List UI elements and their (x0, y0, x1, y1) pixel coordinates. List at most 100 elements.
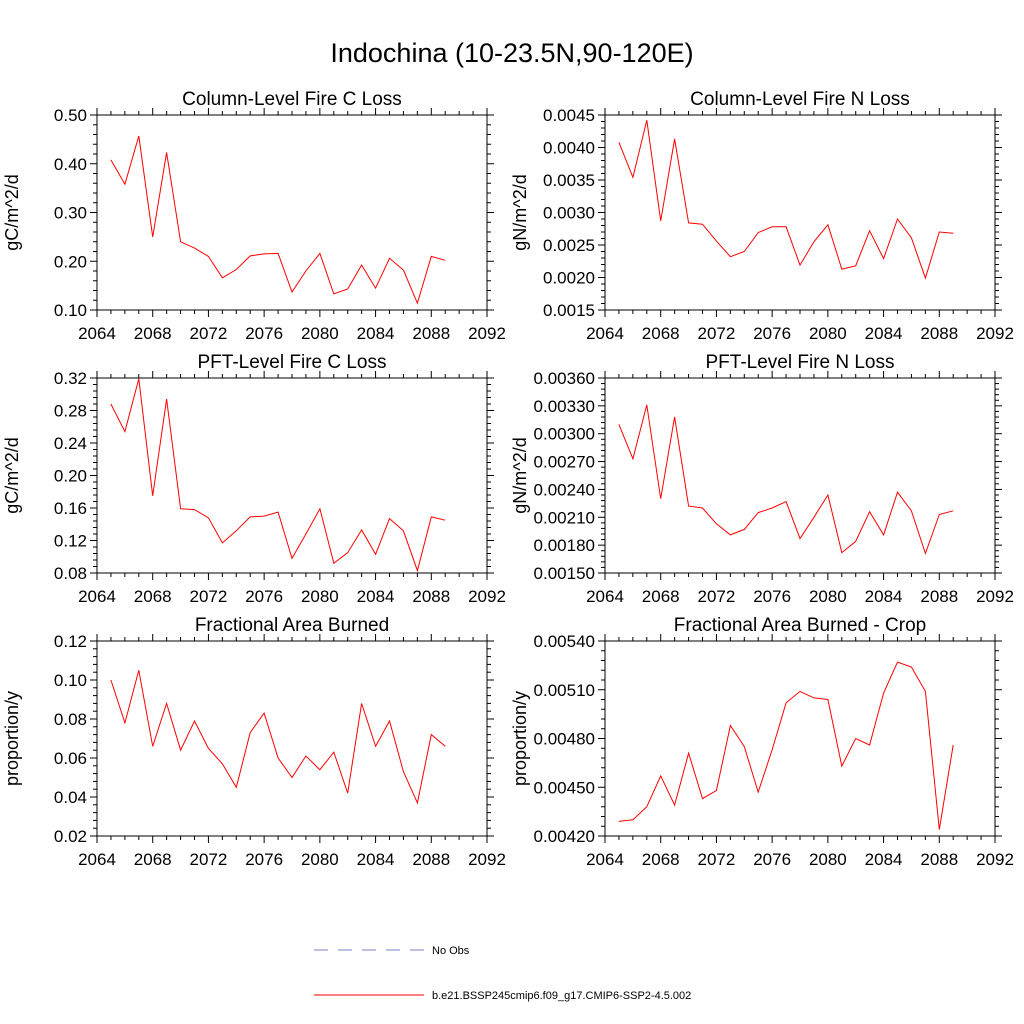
y-tick-label: 0.04 (54, 788, 87, 807)
x-tick-label: 2088 (412, 850, 450, 869)
y-tick-label: 0.0015 (543, 301, 595, 320)
legend-label-no-obs: No Obs (432, 945, 470, 957)
x-tick-label: 2064 (586, 850, 624, 869)
x-tick-label: 2064 (78, 324, 116, 343)
x-tick-label: 2068 (134, 587, 172, 606)
y-axis-label: gN/m^2/d (510, 437, 530, 513)
plot-frame (604, 640, 996, 837)
x-tick-label: 2084 (357, 324, 395, 343)
x-tick-label: 2088 (412, 587, 450, 606)
x-tick-label: 2072 (190, 850, 228, 869)
y-tick-label: 0.50 (54, 106, 87, 125)
y-axis-label: proportion/y (510, 691, 530, 786)
y-tick-label: 0.30 (54, 204, 87, 223)
panel-3: PFT-Level Fire C Loss gC/m^2/d 2064 2068 207… (2, 352, 506, 606)
y-tick-label: 0.00300 (534, 425, 595, 444)
y-tick-label: 0.0040 (543, 139, 595, 158)
y-tick-label: 0.0020 (543, 269, 595, 288)
x-tick-label: 2080 (809, 850, 847, 869)
panel-title: Column-Level Fire C Loss (182, 89, 402, 110)
x-tick-label: 2088 (412, 324, 450, 343)
y-tick-label: 0.10 (54, 301, 87, 320)
x-tick-label: 2076 (245, 587, 283, 606)
y-axis-label: gC/m^2/d (2, 174, 22, 250)
series-line-1 (618, 120, 954, 280)
y-tick-label: 0.16 (54, 499, 87, 518)
y-tick-label: 0.00480 (534, 730, 595, 749)
y-tick-label: 0.00450 (534, 778, 595, 797)
plot-frame (604, 377, 996, 574)
x-tick-label: 2064 (586, 587, 624, 606)
y-tick-label: 0.00510 (534, 681, 595, 700)
x-tick-label: 2064 (78, 587, 116, 606)
y-tick-label: 0.00180 (534, 536, 595, 555)
y-tick-label: 0.0025 (543, 236, 595, 255)
x-tick-label: 2080 (809, 324, 847, 343)
y-axis-label: gC/m^2/d (2, 437, 22, 513)
y-tick-label: 0.00540 (534, 632, 595, 651)
x-tick-label: 2092 (976, 850, 1014, 869)
page-title: Indochina (10-23.5N,90-120E) (330, 38, 694, 68)
y-tick-label: 0.20 (54, 467, 87, 486)
x-tick-label: 2088 (920, 587, 958, 606)
x-tick-label: 2076 (245, 324, 283, 343)
series-line-1 (110, 670, 446, 805)
x-tick-label: 2072 (190, 587, 228, 606)
x-tick-label: 2084 (865, 587, 903, 606)
x-tick-label: 2072 (190, 324, 228, 343)
x-tick-label: 2084 (357, 850, 395, 869)
y-tick-label: 0.00420 (534, 827, 595, 846)
y-tick-label: 0.24 (54, 434, 87, 453)
x-tick-label: 2068 (642, 587, 680, 606)
x-tick-label: 2080 (301, 587, 339, 606)
series-line-1 (110, 378, 446, 573)
x-tick-label: 2084 (865, 324, 903, 343)
x-tick-label: 2068 (134, 324, 172, 343)
y-axis-label: gN/m^2/d (510, 174, 530, 250)
plot-frame (604, 114, 996, 311)
x-tick-label: 2076 (753, 587, 791, 606)
x-tick-label: 2080 (301, 324, 339, 343)
y-tick-label: 0.00240 (534, 480, 595, 499)
x-tick-label: 2080 (301, 850, 339, 869)
x-tick-label: 2076 (245, 850, 283, 869)
panel-6: Fractional Area Burned - Crop proportion/… (510, 615, 1014, 869)
x-tick-label: 2092 (468, 850, 506, 869)
legend: No Obs b.e21.BSSP245cmip6.f09_g17.CMIP6-… (314, 945, 691, 1002)
x-tick-label: 2092 (468, 587, 506, 606)
y-tick-label: 0.00330 (534, 397, 595, 416)
x-tick-label: 2080 (809, 587, 847, 606)
x-tick-label: 2088 (920, 324, 958, 343)
x-tick-label: 2064 (586, 324, 624, 343)
x-tick-label: 2068 (134, 850, 172, 869)
y-tick-label: 0.08 (54, 710, 87, 729)
panel-title: Column-Level Fire N Loss (690, 89, 910, 110)
panel-title: PFT-Level Fire C Loss (198, 352, 387, 373)
x-tick-label: 2092 (976, 587, 1014, 606)
plot-frame (96, 114, 488, 311)
x-tick-label: 2072 (698, 324, 736, 343)
x-tick-label: 2088 (920, 850, 958, 869)
x-tick-label: 2084 (357, 587, 395, 606)
x-tick-label: 2092 (468, 324, 506, 343)
panel-4: PFT-Level Fire N Loss gN/m^2/d 2064 2068 207… (510, 352, 1014, 606)
panel-2: Column-Level Fire N Loss gN/m^2/d 2064 2068… (510, 89, 1014, 343)
y-tick-label: 0.00270 (534, 453, 595, 472)
series-line-1 (110, 135, 446, 305)
x-tick-label: 2076 (753, 324, 791, 343)
x-tick-label: 2084 (865, 850, 903, 869)
y-tick-label: 0.12 (54, 532, 87, 551)
panel-5: Fractional Area Burned proportion/y 2064 20… (2, 615, 506, 869)
y-tick-label: 0.12 (54, 632, 87, 651)
x-tick-label: 2068 (642, 850, 680, 869)
y-tick-label: 0.00150 (534, 564, 595, 583)
y-tick-label: 0.02 (54, 827, 87, 846)
x-tick-label: 2068 (642, 324, 680, 343)
y-tick-label: 0.00210 (534, 508, 595, 527)
x-tick-label: 2072 (698, 850, 736, 869)
y-tick-label: 0.40 (54, 155, 87, 174)
x-tick-label: 2092 (976, 324, 1014, 343)
y-tick-label: 0.00360 (534, 369, 595, 388)
legend-label-model-run: b.e21.BSSP245cmip6.f09_g17.CMIP6-SSP2-4.… (432, 990, 691, 1002)
